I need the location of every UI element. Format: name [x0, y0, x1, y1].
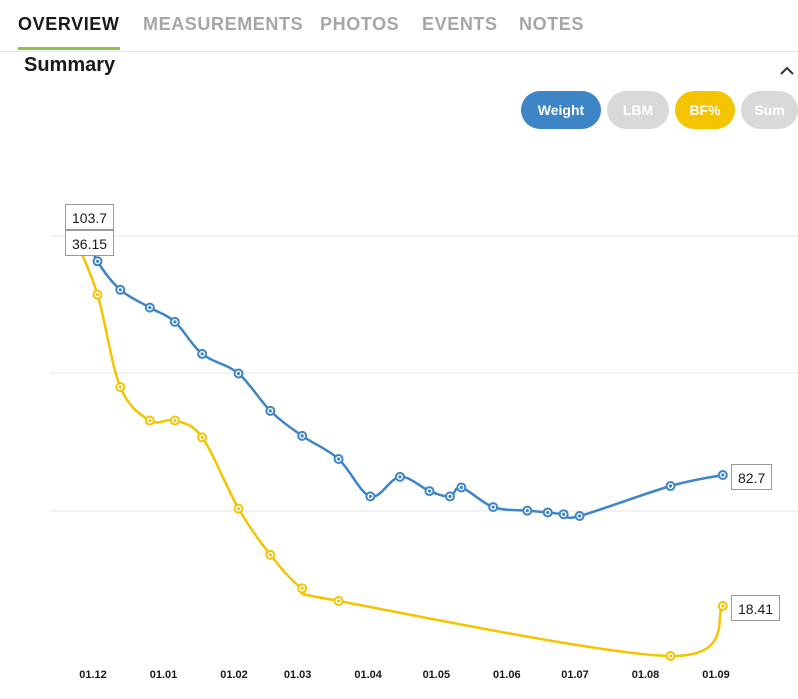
data-point-dot: [300, 434, 304, 438]
toggle-lbm-button[interactable]: LBM: [607, 91, 669, 129]
data-point-dot: [525, 509, 529, 513]
toggle-bf-button[interactable]: BF%: [675, 91, 735, 129]
tab-bar: OVERVIEW MEASUREMENTS PHOTOS EVENTS NOTE…: [0, 0, 798, 52]
data-point-dot: [336, 457, 341, 461]
data-point-dot: [173, 320, 177, 324]
data-point-dot: [200, 352, 204, 356]
x-tick-label: 01.08: [632, 669, 660, 681]
data-point-dot: [200, 435, 204, 439]
tab-measurements[interactable]: MEASUREMENTS: [143, 14, 304, 34]
tab-photos[interactable]: PHOTOS: [320, 14, 400, 34]
data-point-dot: [268, 409, 272, 413]
data-point-dot: [95, 293, 100, 297]
data-point-dot: [668, 484, 673, 488]
data-point-dot: [336, 599, 341, 603]
toggle-weight-button[interactable]: Weight: [521, 91, 601, 129]
x-tick-label: 01.04: [354, 669, 382, 681]
x-tick-label: 01.12: [79, 669, 107, 681]
data-point-dot: [721, 473, 725, 477]
data-point-dot: [398, 475, 402, 479]
data-point-dot: [546, 510, 550, 515]
series-line-bf: [73, 237, 724, 658]
summary-title: Summary: [24, 54, 116, 76]
weight-last-value-label: 82.7: [731, 464, 773, 490]
data-point-dot: [268, 553, 272, 557]
chevron-up-icon[interactable]: [778, 62, 796, 80]
bf-first-value-label: 36.15: [65, 230, 115, 256]
x-tick-label: 01.05: [423, 669, 451, 681]
data-point-dot: [173, 418, 177, 423]
x-tick-label: 01.07: [561, 669, 589, 681]
tab-overview[interactable]: OVERVIEW: [18, 14, 120, 50]
data-point-dot: [721, 604, 725, 608]
data-point-dot: [148, 306, 152, 310]
toggle-sum-button[interactable]: Sum: [741, 91, 798, 129]
data-point-dot: [562, 512, 566, 516]
data-point-dot: [577, 514, 582, 518]
data-point-dot: [148, 418, 152, 423]
x-tick-label: 01.09: [702, 669, 730, 681]
tab-notes[interactable]: NOTES: [519, 14, 585, 34]
tab-events[interactable]: EVENTS: [422, 14, 498, 34]
bf-last-value-label: 18.41: [731, 595, 781, 621]
x-tick-label: 01.03: [284, 669, 312, 681]
data-point-dot: [448, 494, 452, 499]
data-point-dot: [236, 507, 241, 511]
data-point-dot: [95, 259, 100, 263]
data-point-dot: [491, 505, 495, 509]
weight-first-value-label: 103.7: [65, 204, 115, 230]
data-point-dot: [236, 371, 241, 376]
x-tick-label: 01.01: [150, 669, 178, 681]
data-point-dot: [459, 485, 463, 490]
data-point-dot: [368, 494, 372, 499]
data-point-dot: [427, 489, 432, 493]
x-tick-label: 01.06: [493, 669, 521, 681]
data-point-dot: [118, 288, 122, 292]
data-point-dot: [118, 385, 122, 389]
data-point-dot: [668, 654, 673, 658]
x-tick-label: 01.02: [220, 669, 248, 681]
data-point-dot: [300, 586, 304, 591]
